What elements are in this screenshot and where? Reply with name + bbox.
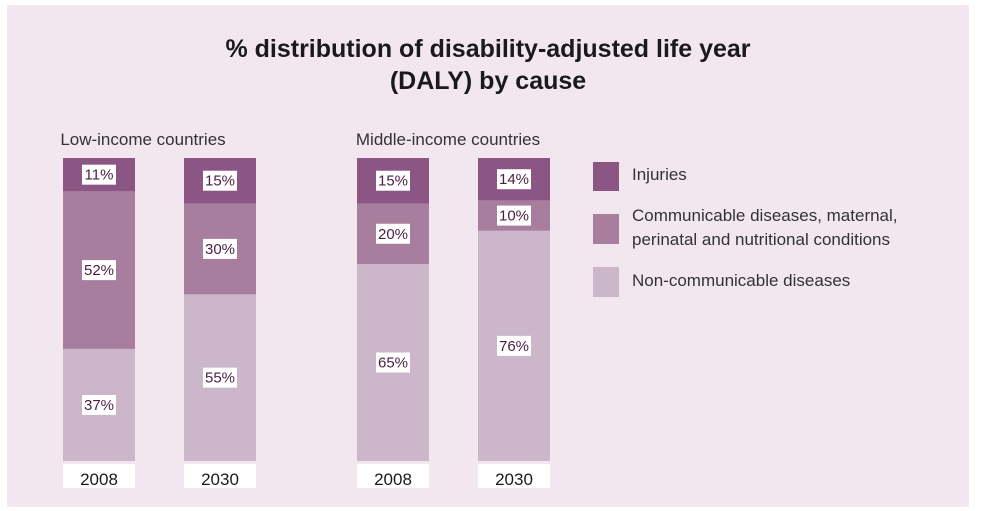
data-label-box bbox=[497, 335, 531, 356]
data-label: 15% bbox=[205, 173, 235, 190]
stacked-bar-chart: Low-income countries 37% 52% 11% 2008 55% 30% 1… bbox=[60, 130, 898, 489]
data-label-box bbox=[376, 223, 410, 244]
legend-swatch bbox=[593, 214, 619, 244]
data-label: 37% bbox=[84, 397, 114, 414]
year-label-box bbox=[478, 464, 550, 488]
legend-label: perinatal and nutritional conditions bbox=[632, 230, 890, 249]
data-label-box bbox=[203, 367, 237, 388]
legend-swatch bbox=[593, 162, 619, 191]
data-label: 14% bbox=[499, 171, 529, 188]
legend-swatch bbox=[593, 267, 619, 297]
year-label: 2030 bbox=[201, 470, 239, 489]
data-label: 55% bbox=[205, 370, 235, 387]
data-label: 76% bbox=[499, 338, 529, 355]
legend-label: Non-communicable diseases bbox=[632, 271, 850, 290]
data-label-box bbox=[376, 170, 410, 191]
chart-title: % distribution of disability-adjusted li… bbox=[7, 33, 969, 97]
data-label: 52% bbox=[84, 262, 114, 279]
data-label-box bbox=[203, 170, 237, 191]
year-label-box bbox=[357, 464, 429, 488]
data-label-box bbox=[82, 164, 116, 185]
chart-title-line-2: (DALY) by cause bbox=[389, 67, 587, 95]
group-label: Middle-income countries bbox=[356, 130, 540, 149]
data-label-box bbox=[82, 260, 116, 281]
chart-title-line-1: % distribution of disability-adjusted li… bbox=[225, 35, 751, 63]
data-label-box bbox=[497, 169, 531, 190]
group-label: Low-income countries bbox=[60, 130, 225, 149]
data-label-box bbox=[497, 205, 531, 226]
legend-label: Injuries bbox=[632, 165, 687, 184]
data-label: 10% bbox=[499, 208, 529, 225]
data-label: 20% bbox=[378, 226, 408, 243]
data-label-box bbox=[203, 238, 237, 259]
legend-label: Communicable diseases, maternal, bbox=[632, 206, 898, 225]
year-label: 2008 bbox=[374, 470, 412, 489]
year-label: 2030 bbox=[495, 470, 533, 489]
data-label: 65% bbox=[378, 355, 408, 372]
data-label: 30% bbox=[205, 241, 235, 258]
year-label-box bbox=[63, 464, 135, 488]
year-label-box bbox=[184, 464, 256, 488]
data-label-box bbox=[82, 394, 116, 415]
data-label: 11% bbox=[85, 167, 114, 184]
data-label-box bbox=[376, 352, 410, 373]
data-label: 15% bbox=[378, 173, 408, 190]
year-label: 2008 bbox=[80, 470, 118, 489]
chart-frame: % distribution of disability-adjusted li… bbox=[7, 5, 969, 507]
